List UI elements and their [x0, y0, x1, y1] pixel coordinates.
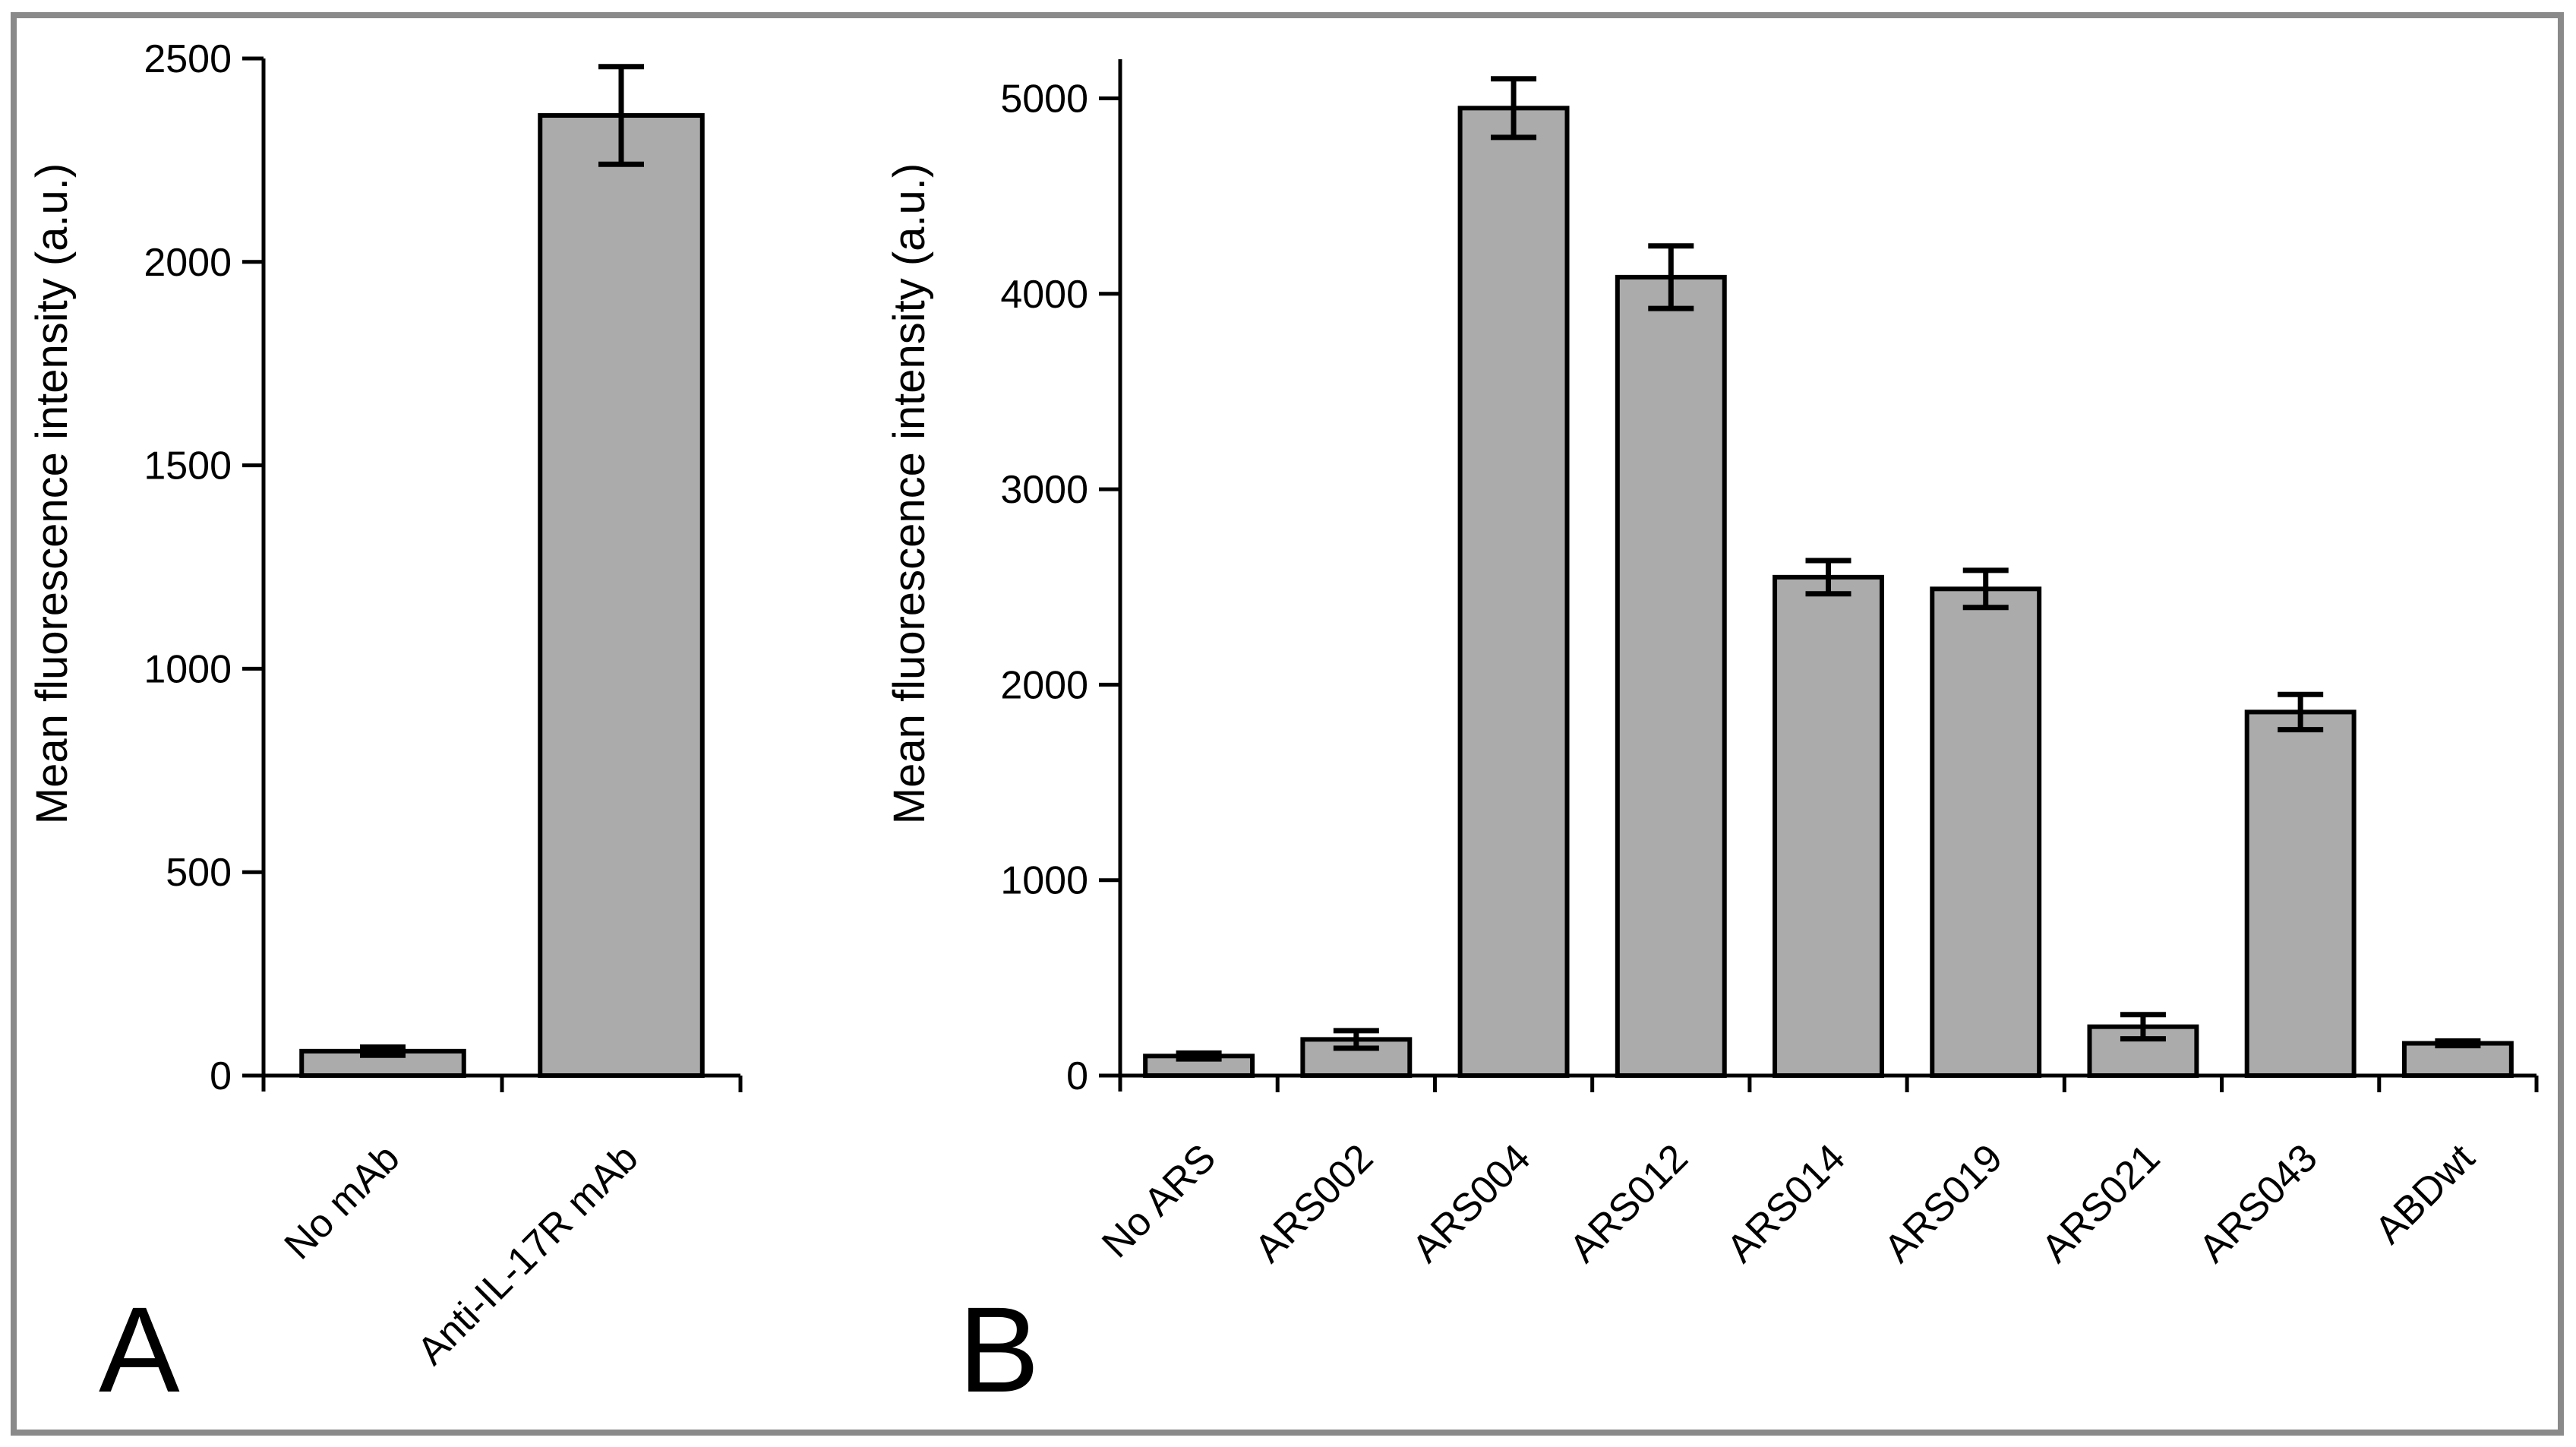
y-tick-label-A-1000: 1000 — [144, 647, 232, 691]
bar-Anti-IL-17R mAb — [538, 112, 705, 1078]
x-tick-label-ABDwt: ABDwt — [2366, 1136, 2483, 1253]
x-tick-label-No ARS: No ARS — [1094, 1136, 1224, 1266]
x-tick-label-ARS043: ARS043 — [2191, 1136, 2326, 1271]
x-tick-label-Anti-IL-17R mAb: Anti-IL-17R mAb — [409, 1136, 647, 1373]
y-axis-title-B: Mean fluorescence intensity (a.u.) — [885, 163, 934, 824]
x-tick-label-ARS004: ARS004 — [1404, 1136, 1539, 1271]
x-tick-label-ARS012: ARS012 — [1561, 1136, 1697, 1271]
bar-ARS043 — [2244, 709, 2357, 1079]
figure-frame — [11, 12, 2564, 1436]
bar-ARS012 — [1615, 274, 1727, 1078]
y-tick-label-A-2000: 2000 — [144, 241, 232, 285]
y-tick-label-B-5000: 5000 — [1000, 77, 1088, 121]
panel-letter-B: B — [958, 1281, 1040, 1417]
x-tick-label-ARS021: ARS021 — [2033, 1136, 2168, 1271]
bar-ARS014 — [1773, 574, 1884, 1078]
y-tick-label-B-2000: 2000 — [1000, 663, 1088, 707]
x-tick-label-ARS014: ARS014 — [1719, 1136, 1854, 1271]
y-tick-label-B-3000: 3000 — [1000, 468, 1088, 512]
y-tick-label-B-0: 0 — [1066, 1054, 1088, 1098]
y-tick-label-B-4000: 4000 — [1000, 273, 1088, 317]
y-tick-label-B-1000: 1000 — [1000, 859, 1088, 903]
x-tick-label-ARS019: ARS019 — [1876, 1136, 2011, 1271]
x-tick-label-No mAb: No mAb — [276, 1136, 409, 1268]
y-tick-label-A-1500: 1500 — [144, 444, 232, 488]
y-axis-title-A: Mean fluorescence intensity (a.u.) — [27, 163, 77, 824]
bar-ARS019 — [1930, 586, 2042, 1078]
x-tick-label-ARS002: ARS002 — [1246, 1136, 1381, 1271]
bar-ARS004 — [1457, 106, 1570, 1079]
panel-letter-A: A — [99, 1281, 180, 1417]
y-tick-label-A-0: 0 — [210, 1054, 232, 1098]
y-tick-label-A-500: 500 — [166, 851, 232, 895]
bar-ABDwt — [2401, 1041, 2514, 1078]
y-tick-label-A-2500: 2500 — [144, 37, 232, 81]
